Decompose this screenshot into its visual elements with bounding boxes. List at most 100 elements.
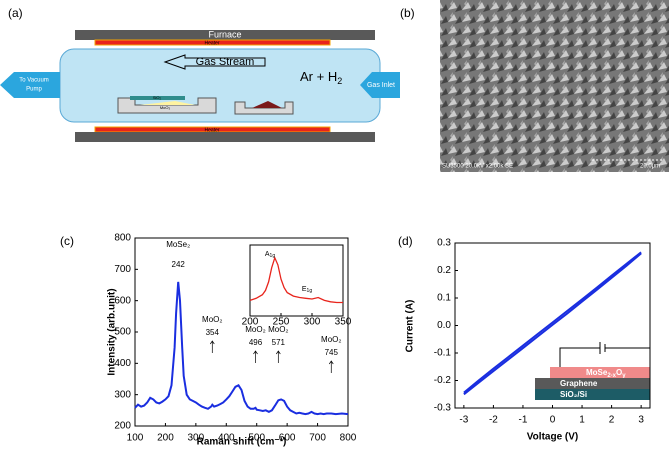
peak-base: E [302, 286, 307, 293]
iv-curve [463, 251, 642, 394]
y-tick-label: 500 [114, 327, 131, 338]
annotation-label: MoO₂ [202, 315, 222, 324]
y-tick-label: -0.2 [434, 375, 452, 386]
y-axis-label: Intensity (arb.unit) [107, 288, 118, 375]
annotation-value: 571 [272, 338, 286, 347]
annotation-value: 242 [172, 260, 186, 269]
y-tick-label: 0.0 [437, 320, 451, 331]
y-tick-label: 0.3 [437, 238, 451, 249]
y-tick-label: 600 [114, 295, 131, 306]
x-tick-label: 200 [157, 433, 174, 444]
y-tick-label: 700 [114, 264, 131, 275]
stream-label: Gas Stream [196, 56, 255, 68]
annotation-value: 354 [206, 328, 220, 337]
x-tick-label: 700 [309, 433, 326, 444]
selenium [252, 101, 282, 108]
gas-sub: 2 [337, 76, 342, 86]
sem-scale: 20.0μm [640, 164, 660, 170]
stream-arrow [163, 54, 266, 70]
inlet-label: Gas Inlet [367, 82, 395, 89]
outlet-arrow [0, 72, 60, 98]
layer-label: MoSe2-xOy [586, 368, 626, 378]
y-tick-label: 800 [114, 233, 131, 244]
x-tick-label: 800 [340, 433, 357, 444]
panel-label: (c) [60, 234, 74, 248]
heater-label: Heater [204, 40, 219, 46]
sem-image: SU3500 20.0kV x2.00k SE 20.0μm [440, 0, 669, 172]
peak-base: A [265, 251, 270, 258]
annotation-arrow [328, 360, 334, 373]
sem-info: SU3500 20.0kV x2.00k SE [442, 164, 513, 170]
x-tick-label: 500 [248, 433, 265, 444]
annotation-value: 745 [325, 348, 339, 357]
layer-label: Graphene [560, 379, 598, 388]
y-tick-label: 300 [114, 389, 131, 400]
t: 2-x [607, 373, 616, 379]
annotation-label: MoO₂ [245, 325, 265, 334]
layer-top [550, 367, 650, 378]
peak-sub: 1g [270, 253, 276, 259]
t: MoSe [586, 368, 608, 377]
annotation-arrow [276, 350, 281, 363]
device-schematic: MoSe2-xOy Graphene SiO₂/Si [535, 342, 651, 400]
x-tick-label: 2 [609, 415, 615, 426]
peak-label: A1g [265, 251, 275, 259]
x-tick-label: -1 [519, 415, 528, 426]
annotation-label: MoSe₂ [166, 240, 190, 249]
x-tick-label: 250 [273, 317, 290, 328]
powder [140, 101, 195, 105]
x-tick-label: 600 [279, 433, 296, 444]
x-tick-label: 350 [335, 317, 352, 328]
heater-label: Heater [204, 127, 219, 133]
powder-label: MoO₃ [160, 105, 171, 110]
outlet-label: To Vacuum [19, 78, 49, 84]
furnace-bar [75, 30, 375, 40]
y-tick-label: -0.1 [434, 348, 452, 359]
gas-label: Ar + H2 [300, 69, 342, 86]
x-tick-label: 200 [242, 317, 259, 328]
plot-frame [249, 244, 344, 317]
heater [94, 39, 331, 46]
x-tick-label: 3 [638, 415, 644, 426]
y-tick-label: 0.2 [437, 265, 451, 276]
y-tick-label: -0.3 [434, 403, 452, 414]
peak-sub: 1g [307, 288, 313, 294]
furnace-bar [75, 132, 375, 142]
x-tick-label: 300 [188, 433, 205, 444]
peak-label: E1g [302, 286, 312, 294]
x-tick-label: 400 [218, 433, 235, 444]
annotation-arrow [253, 350, 258, 363]
furnace-diagram: Furnace Heater Gas Stream Ar + H2 Gas In… [0, 29, 400, 142]
annotation-label: MoO₂ [321, 335, 341, 344]
x-axis-label: Voltage (V) [527, 432, 578, 443]
annotation-arrow [209, 340, 215, 353]
x-tick-label: 1 [579, 415, 585, 426]
substrate-label: SiO₂ [153, 95, 162, 100]
layer-label: SiO₂/Si [560, 390, 587, 399]
t: y [622, 373, 626, 379]
annotation-label: MoO₂ [268, 325, 288, 334]
panel-label: (d) [398, 234, 413, 248]
y-tick-label: 400 [114, 358, 131, 369]
inlet-arrow [360, 72, 400, 98]
x-tick-label: 0 [550, 415, 556, 426]
spectrum [134, 281, 349, 416]
furnace-label: Furnace [208, 29, 241, 39]
substrate [130, 96, 185, 100]
inset-spectrum [249, 255, 343, 304]
y-tick-label: 0.1 [437, 293, 451, 304]
outlet-label: Pump [26, 87, 42, 93]
boat [117, 97, 217, 114]
x-tick-label: -2 [489, 415, 498, 426]
annotation-value: 496 [249, 338, 263, 347]
layer-bottom [535, 389, 650, 400]
layer-middle [535, 378, 650, 389]
gas-text: Ar + H [300, 69, 337, 84]
y-tick-label: 200 [114, 421, 131, 432]
x-axis-label: Raman shift (cm⁻¹) [197, 437, 287, 447]
x-tick-label: 300 [304, 317, 321, 328]
panel-label: (a) [8, 6, 23, 20]
x-tick-label: -3 [459, 415, 468, 426]
